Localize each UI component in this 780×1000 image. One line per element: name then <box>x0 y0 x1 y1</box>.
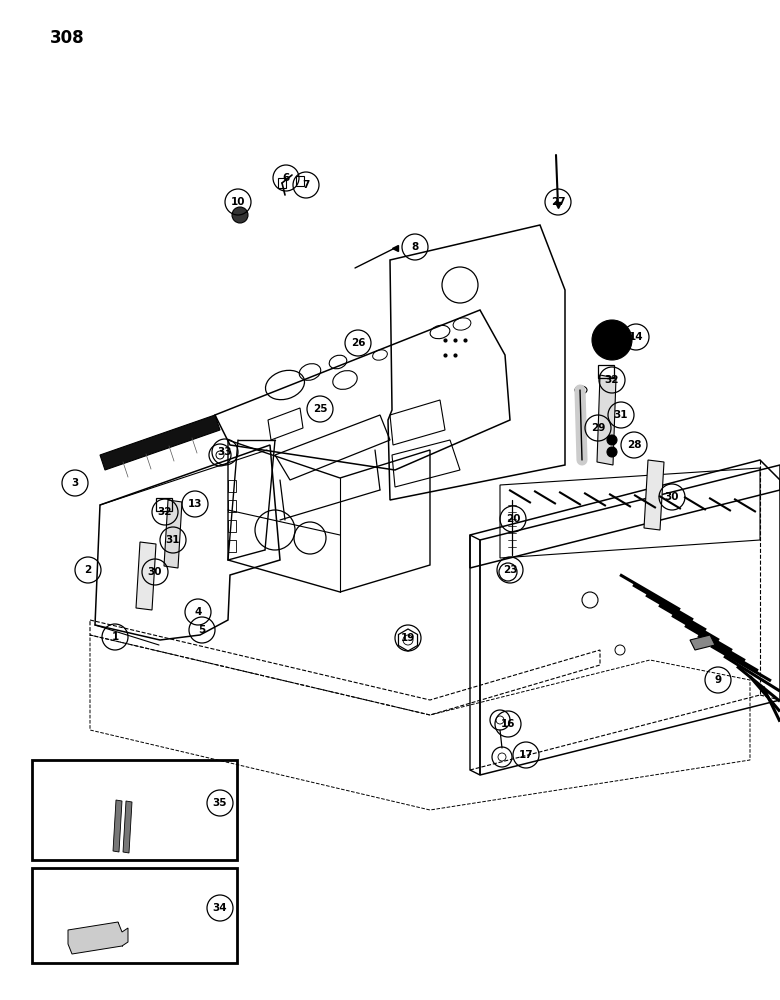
Bar <box>598 365 614 378</box>
Text: 2: 2 <box>84 565 91 575</box>
Text: 34: 34 <box>213 903 227 913</box>
Polygon shape <box>136 542 156 610</box>
Bar <box>156 498 172 511</box>
Bar <box>228 500 236 512</box>
Text: 16: 16 <box>501 719 516 729</box>
Text: 31: 31 <box>165 535 180 545</box>
Text: 17: 17 <box>519 750 534 760</box>
Polygon shape <box>644 460 664 530</box>
Text: 31: 31 <box>614 410 628 420</box>
Bar <box>296 176 304 186</box>
Circle shape <box>607 435 617 445</box>
Text: 25: 25 <box>313 404 328 414</box>
Text: 1: 1 <box>112 632 119 642</box>
Text: 3: 3 <box>72 478 79 488</box>
Text: 5: 5 <box>198 625 206 635</box>
Polygon shape <box>123 801 132 853</box>
Text: 10: 10 <box>231 197 245 207</box>
Circle shape <box>607 447 617 457</box>
Text: 28: 28 <box>627 440 641 450</box>
Text: 6: 6 <box>282 173 289 183</box>
Text: 7: 7 <box>303 180 310 190</box>
Text: 27: 27 <box>551 197 566 207</box>
Bar <box>228 480 236 492</box>
Text: 35: 35 <box>213 798 227 808</box>
Polygon shape <box>68 922 128 954</box>
Polygon shape <box>100 415 220 470</box>
Text: 8: 8 <box>411 242 419 252</box>
Text: 26: 26 <box>351 338 365 348</box>
Text: 4: 4 <box>194 607 202 617</box>
Polygon shape <box>164 500 182 568</box>
Bar <box>228 520 236 532</box>
Polygon shape <box>113 800 122 852</box>
Text: 32: 32 <box>158 507 172 517</box>
Text: 308: 308 <box>50 29 84 47</box>
Bar <box>228 540 236 552</box>
Text: 19: 19 <box>401 633 415 643</box>
Text: 20: 20 <box>505 514 520 524</box>
Circle shape <box>592 320 632 360</box>
Text: 32: 32 <box>604 375 619 385</box>
Text: 13: 13 <box>188 499 202 509</box>
Bar <box>278 178 286 188</box>
Text: 33: 33 <box>218 447 232 457</box>
Text: 23: 23 <box>503 565 517 575</box>
Circle shape <box>232 207 248 223</box>
Text: 29: 29 <box>590 423 605 433</box>
Text: 14: 14 <box>629 332 644 342</box>
Text: 30: 30 <box>665 492 679 502</box>
Polygon shape <box>597 375 616 465</box>
Polygon shape <box>690 635 715 650</box>
Text: 30: 30 <box>147 567 162 577</box>
Text: 9: 9 <box>714 675 722 685</box>
